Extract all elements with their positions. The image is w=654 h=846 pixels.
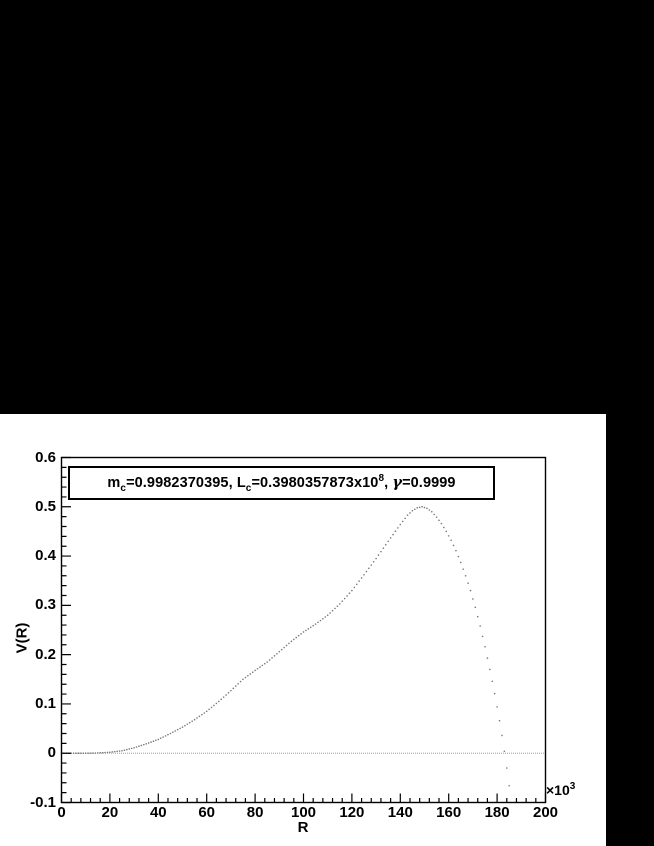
x-tick-label: 200	[532, 804, 559, 821]
axis-frame-and-ticks	[60, 456, 547, 804]
x-tick-label: 80	[246, 804, 264, 821]
plot-canvas: 0 20 40 60 80 100 120 140 160 180 200 0.6 0.5 0.4 0.3 0…	[0, 414, 606, 846]
stats-text-segment: =0.3980357873x10	[251, 474, 379, 491]
power-exponent: 3	[569, 781, 576, 792]
x-tick-label: 60	[198, 804, 216, 821]
y-tick-label: 0.3	[35, 596, 56, 614]
axis-tick-marks	[60, 456, 547, 804]
x-tick-label: 40	[149, 804, 167, 821]
stats-text-segment: ,	[384, 474, 393, 491]
stats-text-segment: c	[245, 482, 252, 494]
y-tick-label: 0	[47, 744, 56, 762]
stats-text-segment: m	[107, 474, 121, 491]
plot-layer	[60, 456, 547, 804]
x-tick-label: 140	[387, 804, 413, 821]
y-tick-label: -0.1	[30, 793, 56, 811]
potential-curve-dots	[60, 505, 511, 787]
x-tick-label: 180	[484, 804, 510, 821]
stats-text: mc=0.9982370395, Lc=0.3980357873x108, γ=…	[107, 473, 455, 494]
stats-text-segment: c	[120, 482, 127, 494]
zero-baseline-dotted-line	[60, 752, 547, 754]
y-tick-label: 0.6	[35, 448, 56, 466]
stats-text-segment: =0.9982370395, L	[126, 474, 246, 491]
y-tick-label: 0.2	[35, 645, 56, 663]
x-axis-power-label: ×103	[546, 781, 575, 798]
y-axis-title: V(R)	[13, 622, 31, 654]
x-tick-label: 0	[57, 804, 66, 821]
plot-frame	[60, 456, 547, 804]
stats-text-segment: 8	[378, 472, 385, 484]
stats-text-segment: γ	[392, 473, 403, 491]
x-tick-label: 160	[436, 804, 462, 821]
stats-box: mc=0.9982370395, Lc=0.3980357873x108, γ=…	[68, 466, 495, 500]
x-tick-label: 100	[290, 804, 317, 821]
y-tick-label: 0.4	[35, 547, 56, 565]
x-axis-title: R	[297, 819, 309, 836]
power-base: ×10	[546, 782, 570, 798]
y-tick-label: 0.1	[35, 694, 56, 712]
stats-text-segment: =0.9999	[402, 474, 456, 491]
y-tick-label: 0.5	[35, 497, 56, 515]
x-tick-label: 20	[101, 804, 119, 821]
x-tick-label: 120	[339, 804, 365, 821]
